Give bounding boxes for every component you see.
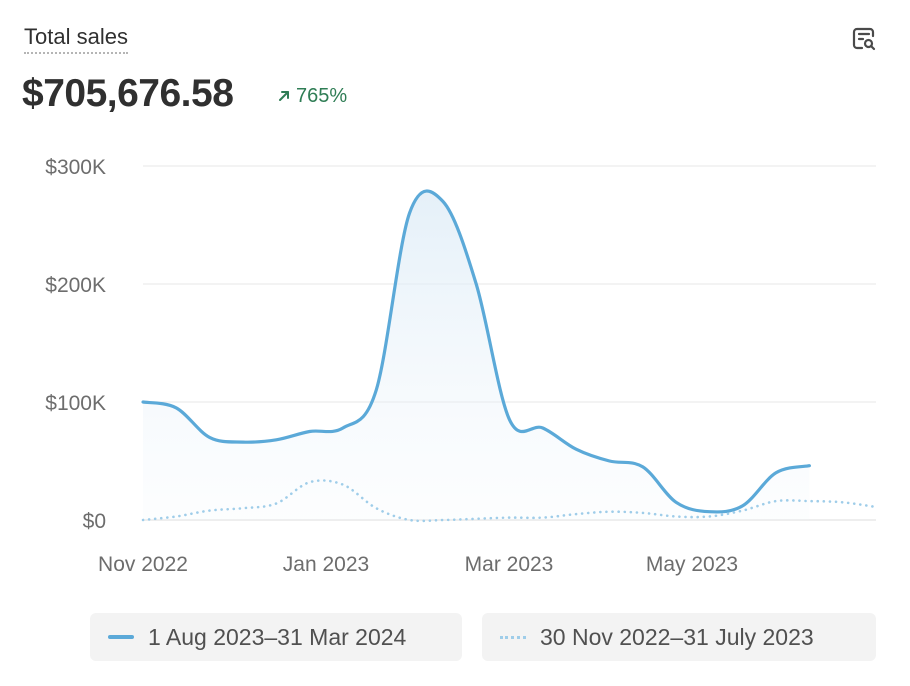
data-point[interactable] [537, 512, 549, 524]
change-percent: 765% [296, 85, 348, 107]
data-point[interactable] [137, 396, 149, 408]
series-area-current-period [143, 191, 810, 520]
series-line-current-period [141, 189, 811, 514]
data-point[interactable] [237, 436, 249, 448]
data-point[interactable] [570, 443, 582, 455]
change-indicator: 765% [278, 84, 347, 108]
data-point[interactable] [137, 514, 149, 526]
data-point[interactable] [504, 512, 516, 524]
arrow-up-right-icon [279, 91, 289, 101]
data-point[interactable] [270, 498, 282, 510]
legend-label-current-period: 1 Aug 2023–31 Mar 2024 [148, 623, 407, 650]
data-point[interactable] [237, 502, 249, 514]
data-point[interactable] [470, 278, 482, 290]
data-point[interactable] [737, 505, 749, 517]
data-point[interactable] [703, 511, 715, 523]
data-point[interactable] [337, 422, 349, 434]
data-point[interactable] [770, 467, 782, 479]
legend-item-current-period[interactable]: 1 Aug 2023–31 Mar 2024 [90, 613, 462, 661]
data-point[interactable] [304, 476, 316, 488]
data-point[interactable] [770, 495, 782, 507]
data-point[interactable] [803, 460, 815, 472]
data-point[interactable] [837, 496, 849, 508]
x-tick-label: Jan 2023 [283, 553, 369, 576]
y-tick-label: $200K [45, 274, 106, 297]
total-sales-value: $705,676.58 [22, 72, 234, 115]
data-point[interactable] [270, 434, 282, 446]
series-line-previous-period [141, 479, 878, 523]
data-point[interactable] [370, 502, 382, 514]
y-tick-label: $0 [83, 510, 106, 533]
data-point[interactable] [604, 455, 616, 467]
report-search-icon [852, 27, 876, 51]
data-point[interactable] [470, 513, 482, 525]
explore-report-button[interactable] [848, 23, 880, 55]
data-point[interactable] [404, 514, 416, 526]
data-point[interactable] [637, 461, 649, 473]
y-tick-label: $300K [45, 156, 106, 179]
x-tick-label: May 2023 [646, 553, 738, 576]
data-point[interactable] [437, 514, 449, 526]
data-point[interactable] [170, 402, 182, 414]
chart-title[interactable]: Total sales [24, 24, 128, 54]
legend-label-previous-period: 30 Nov 2022–31 July 2023 [540, 623, 814, 650]
legend-solid-line-swatch [108, 635, 134, 639]
y-tick-label: $100K [45, 392, 106, 415]
x-tick-label: Nov 2022 [98, 553, 188, 576]
legend-item-previous-period[interactable]: 30 Nov 2022–31 July 2023 [482, 613, 876, 661]
data-point[interactable] [604, 506, 616, 518]
data-point[interactable] [404, 207, 416, 219]
data-point[interactable] [370, 384, 382, 396]
data-point[interactable] [670, 496, 682, 508]
data-point[interactable] [803, 495, 815, 507]
data-point[interactable] [504, 414, 516, 426]
data-point[interactable] [337, 479, 349, 491]
x-tick-label: Mar 2023 [465, 553, 554, 576]
data-point[interactable] [437, 195, 449, 207]
data-point[interactable] [170, 511, 182, 523]
data-point[interactable] [670, 511, 682, 523]
legend-dotted-line-swatch [500, 635, 526, 639]
data-point[interactable] [204, 505, 216, 517]
data-point[interactable] [204, 431, 216, 443]
data-point[interactable] [537, 422, 549, 434]
data-point[interactable] [637, 507, 649, 519]
data-point[interactable] [570, 508, 582, 520]
data-point[interactable] [870, 501, 882, 513]
sales-chart: $0 $100K $200K $300K Nov 2022 Jan 2023 Mar 20… [45, 156, 882, 576]
data-point[interactable] [304, 426, 316, 438]
